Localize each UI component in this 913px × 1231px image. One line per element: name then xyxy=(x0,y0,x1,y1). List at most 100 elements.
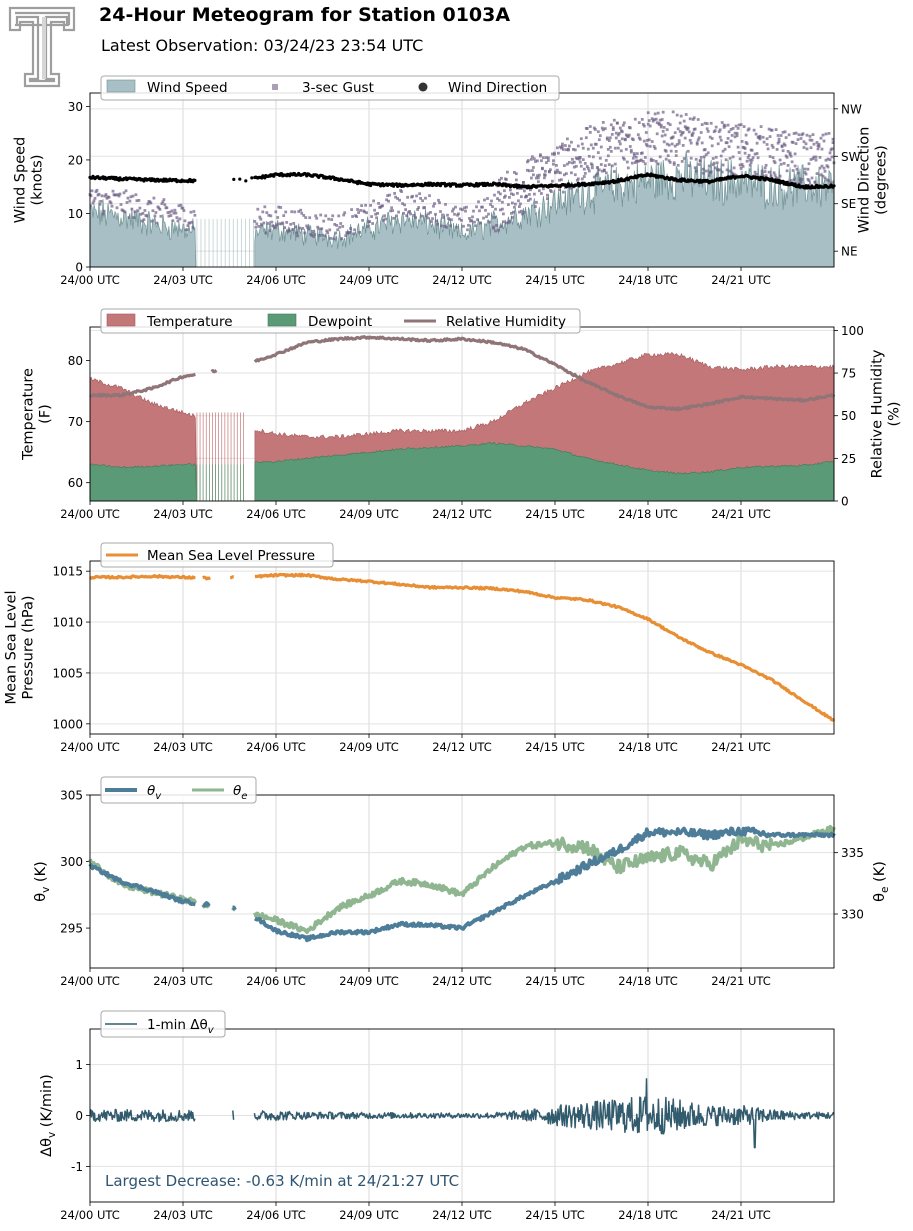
gust-marker xyxy=(510,192,513,196)
gust-marker xyxy=(670,142,674,146)
gust-marker xyxy=(536,159,539,163)
gust-marker xyxy=(555,164,558,167)
gust-marker xyxy=(413,199,416,203)
y-tick-label: 305 xyxy=(60,789,83,803)
gust-marker xyxy=(682,119,686,123)
gust-marker xyxy=(500,225,503,229)
gust-marker xyxy=(645,139,649,142)
x-tick-label: 24/06 UTC xyxy=(246,507,306,521)
gust-marker xyxy=(182,209,186,212)
gust-marker xyxy=(701,171,705,175)
gust-marker xyxy=(743,151,747,155)
x-tick-label: 24/06 UTC xyxy=(246,273,306,287)
y-tick-label: 20 xyxy=(68,153,83,167)
gust-marker xyxy=(720,121,724,124)
x-tick-label: 24/03 UTC xyxy=(153,273,213,287)
gust-marker xyxy=(351,215,354,218)
gust-marker xyxy=(517,199,520,203)
gust-marker xyxy=(411,194,414,198)
gust-marker xyxy=(496,197,499,200)
gust-marker xyxy=(638,137,642,141)
gust-marker xyxy=(603,127,607,130)
gust-marker xyxy=(579,164,583,168)
gust-marker xyxy=(824,158,828,162)
gust-marker xyxy=(398,198,401,202)
gust-marker xyxy=(745,142,749,146)
x-tick-label: 24/00 UTC xyxy=(60,507,120,521)
legend-swatch-wind-direction xyxy=(418,82,428,92)
gust-marker xyxy=(674,150,678,153)
gust-marker xyxy=(667,143,671,147)
gust-marker xyxy=(453,212,456,216)
gust-marker xyxy=(307,227,311,231)
gust-marker xyxy=(269,214,273,218)
gust-marker xyxy=(822,139,826,143)
gust-marker xyxy=(600,126,604,130)
gust-marker xyxy=(588,125,592,128)
x-tick-label: 24/15 UTC xyxy=(525,1208,585,1222)
gust-marker xyxy=(701,167,705,171)
gust-marker xyxy=(807,162,811,166)
gust-marker xyxy=(420,214,423,218)
gust-marker xyxy=(694,169,698,173)
gust-marker xyxy=(658,118,662,122)
gust-marker xyxy=(512,193,515,196)
gust-marker xyxy=(799,137,803,140)
gust-marker xyxy=(572,148,575,151)
gust-marker xyxy=(767,170,771,174)
gust-marker xyxy=(414,216,417,219)
x-tick-label: 24/03 UTC xyxy=(153,1208,213,1222)
gust-marker xyxy=(609,150,613,153)
gust-marker xyxy=(598,156,602,160)
y2-tick-label: 50 xyxy=(841,409,856,423)
x-tick-label: 24/09 UTC xyxy=(339,273,399,287)
gust-marker xyxy=(539,154,542,158)
gust-marker xyxy=(538,173,541,177)
gust-marker xyxy=(318,234,322,237)
gust-marker xyxy=(573,148,577,152)
gust-marker xyxy=(562,190,565,194)
gust-marker xyxy=(541,167,544,171)
gust-marker xyxy=(508,219,511,223)
gust-marker xyxy=(475,205,478,209)
gust-marker xyxy=(762,140,766,144)
gust-marker xyxy=(320,227,324,231)
gust-marker xyxy=(169,214,173,217)
gust-marker xyxy=(601,128,605,132)
gust-marker xyxy=(270,220,274,224)
gust-marker xyxy=(779,162,783,166)
gust-marker xyxy=(574,164,578,168)
gust-marker xyxy=(334,231,338,235)
gust-marker xyxy=(596,130,600,134)
gust-marker xyxy=(686,149,690,153)
gust-marker xyxy=(259,217,263,221)
gust-marker xyxy=(528,193,531,196)
gust-marker xyxy=(661,110,665,114)
gust-marker xyxy=(520,195,523,199)
gust-marker xyxy=(444,203,447,206)
gust-marker xyxy=(728,169,732,173)
gust-marker xyxy=(608,136,612,140)
gust-marker xyxy=(610,164,614,168)
wind-direction-axis-label-line: (degrees) xyxy=(874,145,890,215)
gust-marker xyxy=(732,166,736,170)
gust-marker xyxy=(706,130,710,133)
gust-marker xyxy=(817,145,821,148)
gust-marker xyxy=(777,137,781,141)
gust-marker xyxy=(615,121,619,125)
gust-marker xyxy=(626,166,630,170)
gust-marker xyxy=(359,209,362,212)
gust-marker xyxy=(183,219,187,223)
gust-marker xyxy=(734,124,738,128)
gust-marker xyxy=(689,141,693,145)
gust-marker xyxy=(350,208,353,211)
gust-marker xyxy=(571,157,574,161)
gust-marker xyxy=(123,210,127,214)
gust-marker xyxy=(817,142,821,146)
gust-marker xyxy=(476,218,479,221)
gust-marker xyxy=(721,163,725,167)
gust-marker xyxy=(733,135,737,139)
gust-marker xyxy=(468,217,471,220)
gust-marker xyxy=(504,194,507,198)
gust-marker xyxy=(424,196,427,200)
